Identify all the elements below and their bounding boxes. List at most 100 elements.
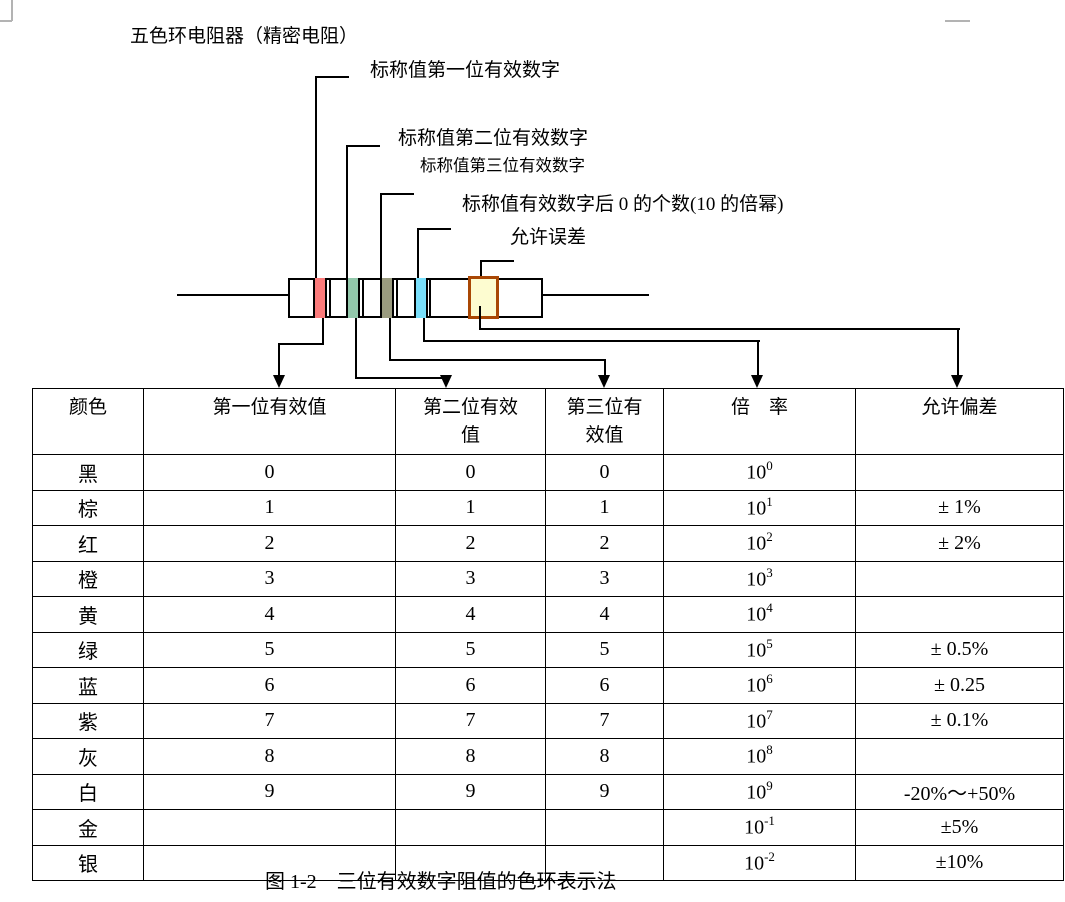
multiplier-exponent: -1 xyxy=(764,813,775,829)
multiplier-exponent: 2 xyxy=(766,529,773,545)
cell-tolerance xyxy=(855,596,1064,633)
cell-multiplier: 104 xyxy=(663,596,856,633)
body-stroke xyxy=(396,278,398,318)
header-second-digit: 第二位有效 值 xyxy=(395,388,546,455)
figure-caption: 图 1-2 三位有效数字阻值的色环表示法 xyxy=(265,871,617,893)
multiplier-base: 10 xyxy=(746,568,767,591)
header-tolerance-label: 允许偏差 xyxy=(921,397,998,418)
cell-second-digit: 8 xyxy=(395,738,546,775)
connector-line xyxy=(315,76,317,280)
cell-tolerance: ±10% xyxy=(855,844,1064,881)
cell-first-digit xyxy=(143,809,396,846)
cell-color-name: 棕 xyxy=(32,489,144,526)
header-first-label: 第一位有效值 xyxy=(212,397,327,418)
table-row: 紫 7 7 7 107 ± 0.1% xyxy=(32,702,1064,739)
resistor-band-multiplier xyxy=(414,278,428,318)
cell-multiplier: 100 xyxy=(663,454,856,491)
cell-first-digit xyxy=(143,844,396,881)
cell-second-digit: 9 xyxy=(395,773,546,810)
cell-tolerance: ± 1% xyxy=(855,489,1064,526)
connector-line xyxy=(479,328,960,330)
table-row: 灰 8 8 8 108 xyxy=(32,738,1064,775)
connector-line xyxy=(278,343,324,345)
cell-tolerance: ± 0.1% xyxy=(855,702,1064,739)
label-first-digit: 标称值第一位有效数字 xyxy=(370,60,561,81)
connector-line xyxy=(480,260,514,262)
cell-tolerance: -20%～+50% xyxy=(855,773,1064,810)
cell-tolerance: ± 0.25 xyxy=(855,667,1064,704)
cell-color-name: 红 xyxy=(32,525,144,562)
cell-multiplier: 107 xyxy=(663,702,856,739)
connector-line xyxy=(355,318,357,379)
cell-color-name: 灰 xyxy=(32,738,144,775)
header-multiplier: 倍 率 xyxy=(663,388,856,455)
cell-color-name: 金 xyxy=(32,809,144,846)
connector-line xyxy=(423,318,425,342)
header-second-line2: 值 xyxy=(460,424,480,446)
header-tolerance: 允许偏差 xyxy=(855,388,1064,455)
cell-third-digit: 9 xyxy=(545,773,664,810)
color-code-table: 颜色 第一位有效值 第二位有效 值 第三位有 效值 倍 率 允许偏差 黑 0 0… xyxy=(32,388,1064,881)
cell-second-digit xyxy=(395,844,546,881)
multiplier-base: 10 xyxy=(746,604,767,627)
cell-second-digit: 1 xyxy=(395,489,546,526)
header-multiplier-label: 倍 率 xyxy=(730,397,788,418)
cell-color-name: 黄 xyxy=(32,596,144,633)
cell-first-digit: 9 xyxy=(143,773,396,810)
multiplier-base: 10 xyxy=(746,746,767,769)
resistor-lead-right xyxy=(541,294,649,296)
table-header-row: 颜色 第一位有效值 第二位有效 值 第三位有 效值 倍 率 允许偏差 xyxy=(32,388,1064,455)
table-row: 金 10-1 ±5% xyxy=(32,809,1064,846)
table-row: 棕 1 1 1 101 ± 1% xyxy=(32,489,1064,526)
cell-second-digit: 4 xyxy=(395,596,546,633)
cell-second-digit: 3 xyxy=(395,560,546,597)
page-border-fragment-top-left-h xyxy=(0,20,12,22)
multiplier-base: 10 xyxy=(746,639,767,662)
multiplier-exponent: 5 xyxy=(766,635,773,651)
multiplier-exponent: 6 xyxy=(766,671,773,687)
cell-color-name: 银 xyxy=(32,844,144,881)
cell-multiplier: 109 xyxy=(663,773,856,810)
arrowhead-third-digit-icon xyxy=(598,375,610,388)
header-third-digit: 第三位有 效值 xyxy=(545,388,664,455)
table-row: 红 2 2 2 102 ± 2% xyxy=(32,525,1064,562)
multiplier-exponent: 9 xyxy=(766,777,773,793)
cell-first-digit: 7 xyxy=(143,702,396,739)
cell-third-digit: 1 xyxy=(545,489,664,526)
multiplier-base: 10 xyxy=(746,497,767,520)
label-third-digit: 标称值第三位有效数字 xyxy=(420,156,585,175)
cell-color-name: 白 xyxy=(32,773,144,810)
cell-multiplier: 108 xyxy=(663,738,856,775)
page-border-fragment-top-left-v xyxy=(11,0,13,21)
multiplier-exponent: 4 xyxy=(766,600,773,616)
cell-second-digit xyxy=(395,809,546,846)
multiplier-base: 10 xyxy=(746,710,767,733)
cell-third-digit: 8 xyxy=(545,738,664,775)
cell-tolerance: ± 0.5% xyxy=(855,631,1064,668)
multiplier-base: 10 xyxy=(744,817,765,840)
header-color: 颜色 xyxy=(32,388,144,455)
table-row: 黄 4 4 4 104 xyxy=(32,596,1064,633)
body-stroke xyxy=(362,278,364,318)
figure-title: 五色环电阻器（精密电阻） xyxy=(130,26,359,47)
cell-tolerance xyxy=(855,738,1064,775)
cell-second-digit: 2 xyxy=(395,525,546,562)
connector-line xyxy=(389,318,391,361)
multiplier-base: 10 xyxy=(744,852,765,875)
cell-third-digit: 7 xyxy=(545,702,664,739)
connector-line xyxy=(417,228,451,230)
body-stroke xyxy=(329,278,331,318)
multiplier-exponent: 8 xyxy=(766,742,773,758)
cell-first-digit: 0 xyxy=(143,454,396,491)
cell-first-digit: 5 xyxy=(143,631,396,668)
multiplier-exponent: 1 xyxy=(766,493,773,509)
multiplier-base: 10 xyxy=(746,675,767,698)
cell-first-digit: 3 xyxy=(143,560,396,597)
connector-line xyxy=(417,228,419,280)
cell-third-digit: 3 xyxy=(545,560,664,597)
multiplier-exponent: 7 xyxy=(766,706,773,722)
cell-third-digit: 6 xyxy=(545,667,664,704)
resistor-band-tolerance xyxy=(468,276,499,319)
connector-line xyxy=(322,318,324,345)
